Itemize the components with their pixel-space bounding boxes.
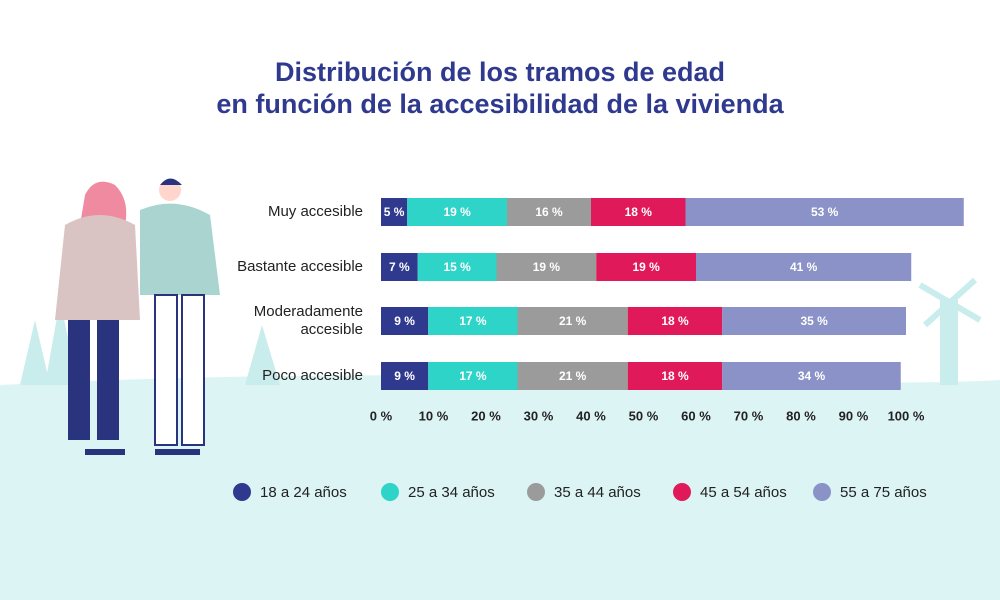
bar-segment xyxy=(428,362,518,390)
data-label: 16 % xyxy=(535,205,563,219)
bar-segment xyxy=(627,362,723,390)
bar-segment xyxy=(507,198,591,226)
data-label: 34 % xyxy=(798,369,826,383)
bar-segment xyxy=(381,253,418,281)
data-label: 19 % xyxy=(533,260,561,274)
bar-segment xyxy=(627,307,723,335)
bar-segment xyxy=(381,362,429,390)
bar-segment xyxy=(696,253,912,281)
bar-segment xyxy=(381,307,429,335)
data-label: 9 % xyxy=(394,369,415,383)
data-label: 18 % xyxy=(661,314,689,328)
bar-segment xyxy=(417,253,497,281)
bar-segment xyxy=(496,253,597,281)
bar-segment xyxy=(722,307,906,335)
x-tick-label: 40 % xyxy=(576,408,606,423)
background-trees xyxy=(20,277,982,385)
x-tick-label: 70 % xyxy=(734,408,764,423)
bar-segment xyxy=(381,198,408,226)
bar-segment xyxy=(407,198,507,226)
chart-title: en función de la accesibilidad de la viv… xyxy=(216,89,784,119)
x-tick-label: 0 % xyxy=(370,408,393,423)
legend-label: 45 a 54 años xyxy=(700,484,787,501)
data-label: 21 % xyxy=(559,314,587,328)
data-label: 19 % xyxy=(443,205,471,219)
chart-title: Distribución de los tramos de edad xyxy=(275,57,725,87)
bar-segment xyxy=(722,362,901,390)
data-label: 5 % xyxy=(384,205,405,219)
legend-swatch xyxy=(527,483,545,501)
x-tick-label: 60 % xyxy=(681,408,711,423)
bar-segment xyxy=(591,198,686,226)
legend-swatch xyxy=(233,483,251,501)
x-tick-label: 100 % xyxy=(888,408,925,423)
bar-segment xyxy=(685,198,964,226)
category-label: Bastante accesible xyxy=(237,258,363,275)
bar-segment xyxy=(428,307,518,335)
data-label: 15 % xyxy=(443,260,471,274)
legend-swatch xyxy=(381,483,399,501)
legend-swatch xyxy=(813,483,831,501)
x-tick-label: 30 % xyxy=(524,408,554,423)
legend-label: 55 a 75 años xyxy=(840,484,927,501)
category-label: Muy accesible xyxy=(267,203,363,220)
x-tick-label: 20 % xyxy=(471,408,501,423)
legend-label: 35 a 44 años xyxy=(554,484,641,501)
category-label: Poco accesible xyxy=(262,367,363,384)
data-label: 17 % xyxy=(459,369,487,383)
x-tick-label: 50 % xyxy=(629,408,659,423)
data-label: 18 % xyxy=(661,369,689,383)
x-tick-label: 10 % xyxy=(419,408,449,423)
data-label: 35 % xyxy=(800,314,828,328)
category-label: Moderadamente accesible xyxy=(253,303,363,338)
data-label: 18 % xyxy=(625,205,653,219)
legend-label: 25 a 34 años xyxy=(408,484,495,501)
ground xyxy=(0,375,1000,600)
bar-segment xyxy=(596,253,696,281)
data-label: 9 % xyxy=(394,314,415,328)
data-label: 19 % xyxy=(632,260,660,274)
legend-swatch xyxy=(673,483,691,501)
data-label: 7 % xyxy=(389,260,410,274)
bar-segment xyxy=(517,362,628,390)
x-tick-label: 90 % xyxy=(839,408,869,423)
x-tick-label: 80 % xyxy=(786,408,816,423)
data-label: 53 % xyxy=(811,205,839,219)
legend-label: 18 a 24 años xyxy=(260,484,347,501)
illustration xyxy=(55,178,220,455)
bar-segment xyxy=(517,307,628,335)
data-label: 21 % xyxy=(559,369,587,383)
data-label: 17 % xyxy=(459,314,487,328)
data-label: 41 % xyxy=(790,260,818,274)
